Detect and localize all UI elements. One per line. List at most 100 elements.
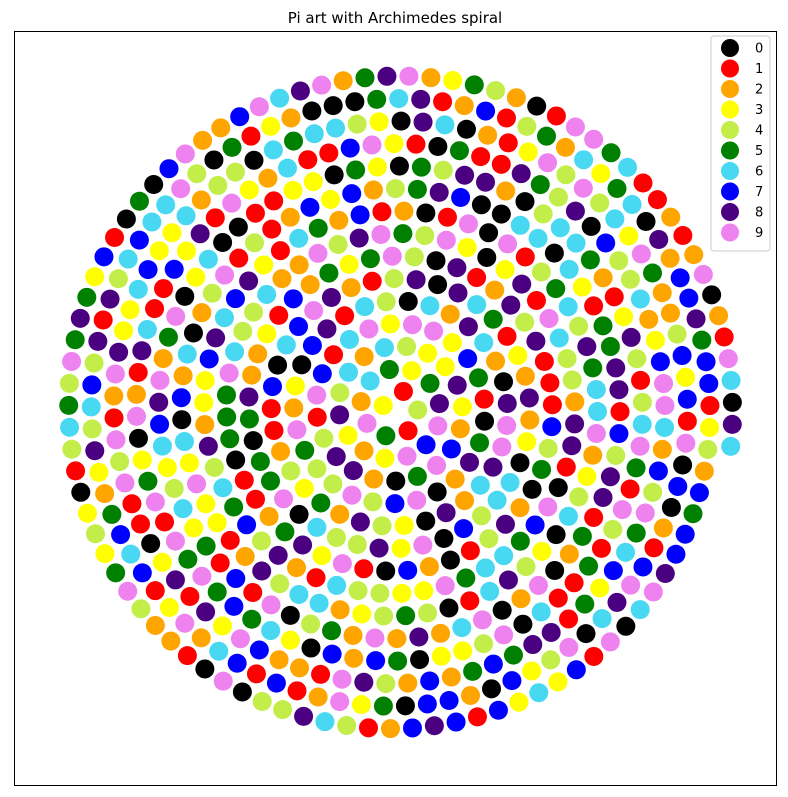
point-digit-0 xyxy=(428,137,448,157)
point-digit-0 xyxy=(195,659,215,679)
point-digit-8 xyxy=(541,622,561,642)
point-digit-9 xyxy=(538,153,558,173)
point-digit-4 xyxy=(244,302,264,322)
point-digit-3 xyxy=(312,546,332,566)
point-digit-5 xyxy=(388,651,408,671)
point-digit-6 xyxy=(559,259,579,279)
point-digit-6 xyxy=(121,544,141,564)
point-digit-4 xyxy=(363,492,383,512)
point-digit-1 xyxy=(460,541,480,561)
point-digit-4 xyxy=(667,324,687,344)
point-digit-5 xyxy=(224,497,244,517)
point-digit-0 xyxy=(510,453,530,473)
point-digit-0 xyxy=(172,410,192,430)
point-digit-6 xyxy=(81,397,101,417)
point-digit-3 xyxy=(508,346,528,366)
point-digit-1 xyxy=(677,411,697,431)
point-digit-3 xyxy=(517,432,537,452)
point-digit-4 xyxy=(204,457,224,477)
point-digit-4 xyxy=(233,321,253,341)
point-digit-2 xyxy=(248,344,268,364)
point-digit-2 xyxy=(281,108,301,128)
point-digit-3 xyxy=(114,321,134,341)
point-digit-0 xyxy=(398,292,418,311)
point-digit-7 xyxy=(416,435,436,455)
point-digit-5 xyxy=(510,531,530,551)
point-digit-2 xyxy=(450,419,470,439)
point-digit-0 xyxy=(204,150,224,170)
point-digit-3 xyxy=(280,630,300,650)
point-digit-6 xyxy=(550,218,570,238)
point-digit-1 xyxy=(354,559,374,579)
point-digit-9 xyxy=(631,244,651,264)
point-digit-1 xyxy=(393,381,413,401)
point-digit-7 xyxy=(441,439,461,459)
point-digit-7 xyxy=(302,336,322,356)
point-digit-8 xyxy=(593,488,613,508)
point-digit-1 xyxy=(437,207,457,227)
point-digit-9 xyxy=(413,535,433,555)
point-digit-3 xyxy=(369,112,389,132)
point-digit-6 xyxy=(209,641,229,661)
point-digit-2 xyxy=(684,245,704,265)
point-digit-0 xyxy=(226,450,246,470)
point-digit-6 xyxy=(586,380,606,400)
point-digit-1 xyxy=(298,150,318,170)
point-digit-3 xyxy=(95,544,115,564)
point-digit-0 xyxy=(471,195,491,215)
point-digit-0 xyxy=(576,624,596,644)
legend-marker-8 xyxy=(721,203,739,221)
point-digit-9 xyxy=(428,416,448,436)
point-digit-3 xyxy=(351,695,371,715)
point-digit-3 xyxy=(367,157,387,177)
legend-label-3: 3 xyxy=(755,103,763,118)
point-digit-5 xyxy=(355,68,375,88)
point-digit-8 xyxy=(523,635,543,655)
point-digit-0 xyxy=(301,638,321,658)
point-digit-3 xyxy=(645,330,665,350)
point-digit-2 xyxy=(364,469,384,489)
point-digit-5 xyxy=(239,409,259,429)
point-digit-5 xyxy=(158,327,178,347)
point-digit-5 xyxy=(217,407,237,427)
point-digit-7 xyxy=(350,205,370,225)
point-digit-9 xyxy=(718,349,738,369)
point-digit-0 xyxy=(144,174,164,194)
point-digit-0 xyxy=(702,285,722,305)
point-digit-0 xyxy=(581,216,601,236)
point-digit-8 xyxy=(498,570,518,590)
point-digit-7 xyxy=(566,660,586,680)
point-digit-4 xyxy=(314,428,334,448)
point-digit-3 xyxy=(254,255,274,275)
point-digit-3 xyxy=(676,367,696,387)
point-digit-2 xyxy=(652,283,672,303)
point-digit-9 xyxy=(539,309,559,329)
point-digit-2 xyxy=(660,303,680,323)
point-digit-7 xyxy=(340,138,360,158)
point-digit-5 xyxy=(407,466,427,486)
point-digit-2 xyxy=(269,650,289,670)
point-digit-1 xyxy=(546,106,566,126)
point-digit-8 xyxy=(252,561,272,581)
point-digit-6 xyxy=(326,118,346,138)
point-digit-3 xyxy=(380,314,400,334)
point-digit-6 xyxy=(452,618,472,638)
point-digit-1 xyxy=(105,228,125,248)
point-digit-1 xyxy=(229,248,249,268)
point-digit-0 xyxy=(183,323,203,343)
point-digit-7 xyxy=(230,107,250,127)
point-digit-9 xyxy=(472,610,492,630)
point-digit-8 xyxy=(476,172,496,192)
point-digit-2 xyxy=(520,410,540,430)
point-digit-9 xyxy=(630,436,650,456)
point-digit-8 xyxy=(600,467,620,487)
point-digit-9 xyxy=(399,66,419,86)
point-digit-4 xyxy=(86,524,105,544)
point-digit-4 xyxy=(538,438,558,458)
point-digit-8 xyxy=(132,341,152,361)
point-digit-9 xyxy=(150,370,170,390)
point-digit-6 xyxy=(558,297,578,317)
point-digit-3 xyxy=(261,116,281,136)
point-digit-5 xyxy=(319,263,339,283)
